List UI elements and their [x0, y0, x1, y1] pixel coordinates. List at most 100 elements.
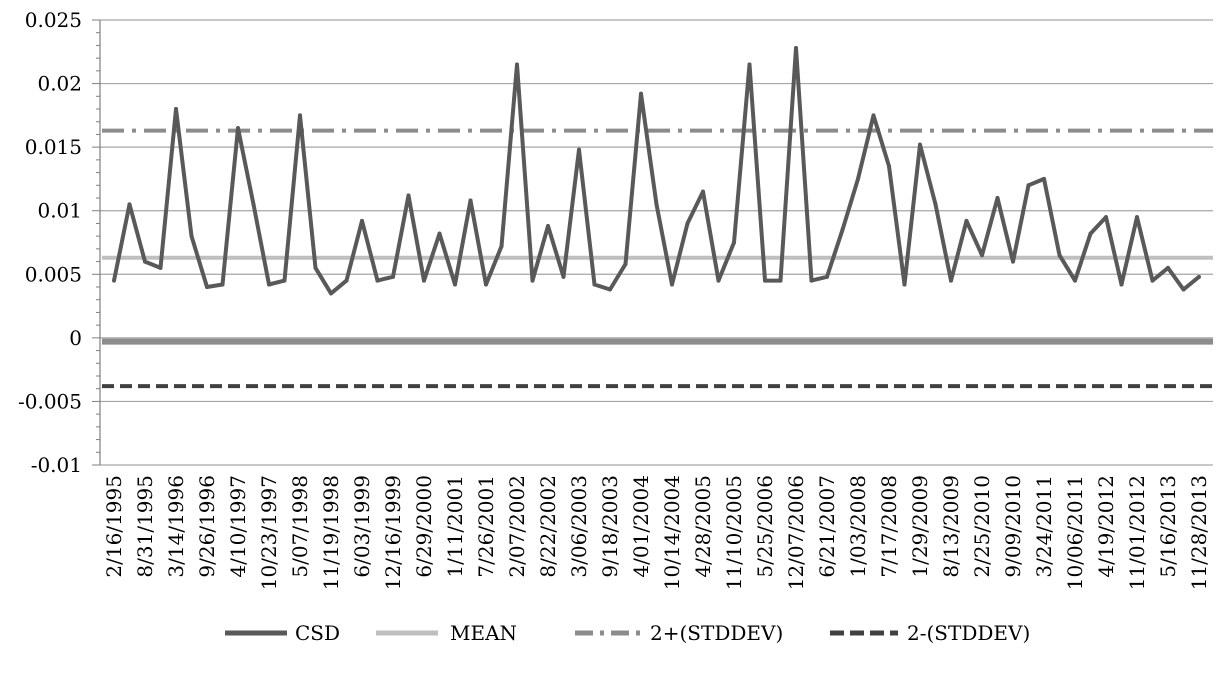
csd-data-point: [980, 253, 984, 258]
legend-item: 2+(STDDEV): [575, 621, 783, 645]
x-tick-label: 2/07/2002: [505, 475, 529, 578]
y-tick-label: 0.02: [37, 72, 82, 96]
csd-data-point: [933, 202, 938, 207]
y-tick-label: -0.005: [18, 389, 82, 413]
csd-data-point: [809, 278, 814, 283]
csd-data-point: [282, 278, 287, 283]
legend-label: MEAN: [450, 621, 517, 645]
csd-data-point: [825, 274, 829, 279]
csd-data-point: [329, 291, 333, 296]
csd-data-point: [1073, 278, 1077, 283]
csd-data-point: [1026, 183, 1031, 188]
csd-data-point: [639, 91, 643, 96]
csd-data-point: [360, 218, 364, 223]
csd-data-point: [1119, 282, 1124, 287]
x-tick-label: 9/26/1996: [195, 475, 219, 578]
csd-data-point: [313, 265, 318, 270]
csd-data-point: [1135, 215, 1139, 220]
csd-data-point: [127, 202, 132, 207]
x-tick-label: 4/01/2004: [629, 475, 653, 578]
csd-data-point: [189, 234, 194, 239]
csd-data-point: [1011, 259, 1015, 264]
x-tick-label: 2/16/1995: [102, 475, 126, 578]
axes: [92, 19, 101, 466]
x-tick-label: 1/29/2009: [908, 475, 932, 578]
x-tick-label: 12/16/1999: [381, 475, 405, 590]
csd-data-point: [1197, 274, 1201, 279]
csd-data-point: [840, 227, 845, 232]
x-tick-label: 10/06/2011: [1063, 475, 1087, 590]
x-tick-label: 10/14/2004: [660, 475, 684, 590]
y-tick-label: 0.01: [37, 199, 82, 223]
csd-data-point: [437, 231, 442, 236]
legend-item: MEAN: [376, 621, 517, 645]
csd-data-point: [608, 287, 612, 292]
csd-data-point: [918, 142, 922, 147]
csd-data-point: [468, 198, 473, 203]
csd-data-point: [298, 113, 302, 118]
csd-data-point: [747, 62, 752, 67]
legend-label: 2+(STDDEV): [650, 621, 783, 645]
csd-data-point: [1166, 265, 1170, 270]
legend-label: CSD: [295, 621, 340, 645]
csd-data-point: [530, 278, 535, 283]
csd-data-point: [716, 278, 721, 283]
y-tick-label: 0.005: [25, 262, 82, 286]
csd-data-point: [422, 278, 426, 283]
csd-data-point: [1181, 287, 1186, 292]
legend: CSD MEAN 2+(STDDEV) 2-(STDDEV): [225, 621, 1030, 645]
csd-data-point: [1042, 176, 1046, 181]
x-tick-label: 4/10/1997: [226, 475, 250, 578]
csd-data-point: [623, 262, 628, 267]
csd-data-point: [561, 274, 566, 279]
x-tick-label: 3/14/1996: [164, 475, 188, 578]
x-tick-label: 8/22/2002: [536, 475, 560, 578]
x-tick-label: 10/23/1997: [257, 475, 281, 590]
y-tick-label: 0: [69, 326, 82, 350]
x-tick-label: 6/21/2007: [815, 475, 839, 578]
csd-data-point: [887, 164, 891, 169]
series-layer: [102, 45, 1213, 389]
x-tick-label: 4/28/2005: [691, 475, 715, 578]
x-tick-label: 6/03/1999: [350, 475, 374, 578]
x-tick-label: 7/17/2008: [877, 475, 901, 578]
csd-data-point: [499, 244, 504, 249]
csd-data-point: [112, 278, 116, 283]
x-tick-labels: 2/16/1995 8/31/1995 3/14/1996 9/26/1996 4/10…: [102, 475, 1211, 590]
csd-data-point: [654, 202, 659, 207]
csd-data-point: [220, 282, 225, 287]
csd-data-point: [577, 147, 581, 152]
csd-data-point: [453, 282, 457, 287]
x-tick-label: 12/07/2006: [784, 475, 808, 590]
x-tick-label: 11/01/2012: [1125, 475, 1149, 590]
csd-data-point: [1088, 231, 1093, 236]
y-tick-label: 0.025: [25, 8, 82, 32]
x-tick-label: 9/09/2010: [1001, 475, 1025, 578]
csd-data-point: [871, 113, 876, 118]
x-tick-label: 9/18/2003: [598, 475, 622, 578]
csd-data-point: [1057, 253, 1062, 258]
csd-data-point: [375, 278, 380, 283]
csd-data-point: [406, 193, 411, 198]
csd-data-point: [236, 126, 240, 131]
csd-data-point: [174, 107, 178, 111]
csd-data-point: [949, 278, 953, 283]
csd-data-point: [964, 218, 969, 223]
csd-data-point: [592, 282, 597, 287]
csd-data-point: [670, 282, 674, 287]
csd-data-point: [546, 223, 550, 228]
csd-data-point: [515, 62, 519, 67]
legend-item: 2-(STDDEV): [830, 621, 1030, 645]
x-tick-label: 2/25/2010: [970, 475, 994, 578]
csd-data-point: [778, 278, 783, 283]
csd-data-point: [484, 282, 488, 287]
csd-data-point: [856, 176, 860, 181]
legend-label: 2-(STDDEV): [907, 621, 1030, 645]
x-tick-label: 3/06/2003: [567, 475, 591, 578]
x-tick-label: 11/19/1998: [319, 475, 343, 590]
csd-data-point: [158, 265, 163, 270]
csd-data-point: [205, 285, 209, 289]
csd-data-point: [1150, 278, 1155, 283]
csd-data-point: [685, 221, 690, 226]
